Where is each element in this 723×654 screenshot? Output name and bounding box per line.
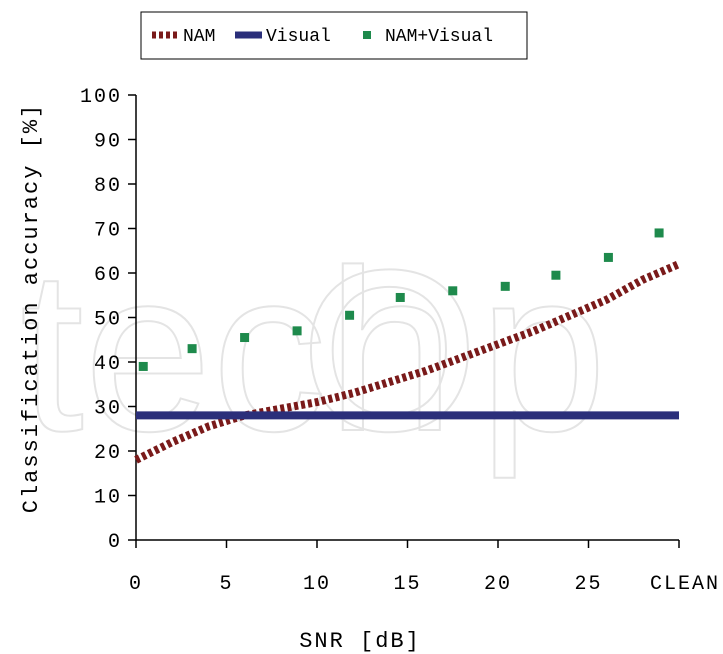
legend-label-nam-visual: NAM+Visual (385, 27, 493, 47)
series-nam-visual-point (292, 326, 302, 336)
y-tick-label: 90 (94, 131, 122, 154)
series-nam-visual-point (448, 286, 458, 296)
watermark-logo: tech (20, 222, 455, 479)
series-nam-line (134, 260, 681, 464)
y-axis-title: Classification accuracy [%] (19, 103, 44, 513)
x-tick-label: 15 (393, 573, 421, 596)
series-nam-visual-point (395, 292, 405, 302)
series-nam-visual-point (240, 333, 250, 343)
series-nam-visual-point (654, 228, 664, 238)
legend-box (140, 11, 528, 60)
y-tick-label: 0 (108, 531, 122, 554)
x-tick-label: 5 (219, 573, 233, 596)
y-tick-label: 10 (94, 487, 122, 510)
series-nam-visual-point (500, 281, 510, 291)
series-nam-visual-point (603, 252, 613, 262)
legend-swatch-nam-visual (363, 31, 371, 39)
y-tick-label: 50 (94, 309, 122, 332)
legend-label-visual: Visual (266, 27, 331, 47)
x-tick-label: 25 (574, 573, 602, 596)
y-tick-label: 100 (80, 86, 122, 109)
series-nam-visual-point (551, 270, 561, 280)
x-tick-label: CLEAN (650, 573, 720, 596)
y-tick-label: 20 (94, 442, 122, 465)
x-tick-label: 10 (303, 573, 331, 596)
legend: NAM Visual NAM+Visual (140, 11, 528, 60)
y-tick-label: 70 (94, 220, 122, 243)
watermark-logo-2: Op (300, 222, 607, 479)
y-tick-label: 30 (94, 398, 122, 421)
series-nam-visual-point (138, 361, 148, 371)
y-tick-label: 60 (94, 264, 122, 287)
series-nam-visual-point (345, 310, 355, 320)
x-axis-title: SNR [dB] (299, 629, 421, 654)
y-tick-label: 40 (94, 353, 122, 376)
legend-label-nam: NAM (183, 27, 215, 47)
x-tick-label: 20 (484, 573, 512, 596)
x-tick-label: 0 (129, 573, 143, 596)
series-nam-visual-point (187, 344, 197, 354)
y-tick-label: 80 (94, 175, 122, 198)
